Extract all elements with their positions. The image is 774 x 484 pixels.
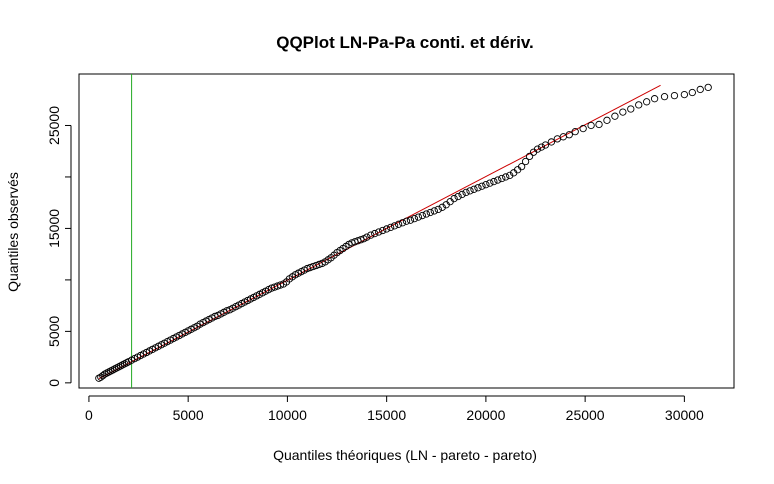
data-point: [688, 88, 696, 97]
data-point: [470, 185, 478, 193]
x-tick-label: 5000: [173, 407, 204, 423]
x-tick-label: 25000: [566, 407, 605, 423]
data-point: [406, 216, 415, 224]
x-tick-label: 10000: [268, 407, 307, 423]
data-point: [635, 101, 643, 109]
data-point: [371, 229, 379, 238]
y-tick-label: 15000: [46, 209, 62, 248]
data-point: [490, 177, 498, 186]
data-point: [363, 233, 371, 241]
x-tick-label: 30000: [665, 407, 704, 423]
data-point: [276, 281, 285, 289]
data-point: [357, 236, 365, 244]
x-axis: 0 5000 10000 15000 20000 25000 30000: [85, 395, 704, 423]
data-point: [386, 223, 395, 232]
data-point: [533, 145, 542, 153]
data-point: [603, 116, 611, 124]
y-tick-label: 0: [46, 379, 62, 387]
data-point: [650, 95, 659, 103]
data-point: [704, 83, 712, 92]
data-point: [379, 226, 387, 235]
y-tick-label: 5000: [46, 316, 62, 347]
data-point: [430, 207, 438, 215]
data-point: [426, 208, 434, 217]
data-point: [579, 124, 587, 133]
plot-frame: [78, 73, 735, 389]
data-point: [454, 192, 462, 201]
data-point: [474, 184, 482, 192]
data-point: [398, 219, 407, 227]
data-point: [660, 92, 669, 101]
data-point: [587, 121, 595, 130]
data-point: [643, 98, 651, 106]
x-tick-label: 0: [85, 407, 93, 423]
data-point: [434, 205, 442, 214]
data-point: [375, 228, 383, 236]
data-point: [494, 176, 502, 184]
data-point: [565, 131, 573, 139]
data-point: [438, 203, 446, 211]
data-point: [521, 157, 530, 166]
data-point: [390, 222, 399, 230]
data-point: [450, 194, 458, 203]
data-point: [367, 231, 375, 239]
data-point: [394, 220, 403, 228]
data-point: [680, 90, 689, 99]
data-point: [414, 213, 423, 221]
data-point: [611, 112, 619, 120]
data-point: [541, 141, 550, 149]
data-point: [506, 171, 514, 180]
data-point: [619, 108, 627, 116]
y-tick-label: 25000: [46, 106, 62, 145]
data-point: [458, 190, 466, 199]
data-point: [410, 214, 419, 223]
data-point: [211, 312, 219, 321]
data-point: [422, 210, 430, 218]
data-point: [502, 173, 510, 181]
data-point: [525, 152, 534, 161]
x-tick-label: 20000: [466, 407, 505, 423]
data-point: [498, 174, 506, 183]
data-point: [486, 179, 494, 187]
data-point: [462, 188, 470, 197]
data-point: [482, 181, 490, 189]
y-axis: 0 5000 15000 25000: [46, 106, 72, 387]
x-axis-label: Quantiles théoriques (LN - pareto - pare…: [273, 447, 537, 463]
data-point: [402, 217, 411, 225]
data-point: [696, 85, 704, 94]
data-point: [517, 163, 526, 171]
data-point: [383, 225, 391, 233]
data-point: [670, 91, 679, 100]
data-point: [595, 120, 603, 129]
data-point: [627, 105, 635, 113]
data-point: [571, 128, 579, 136]
data-point: [466, 187, 474, 195]
data-point: [99, 371, 107, 380]
data-point: [478, 182, 486, 190]
data-point: [547, 138, 556, 146]
data-point: [537, 143, 546, 151]
y-axis-label: Quantiles observés: [5, 172, 21, 292]
data-point: [418, 211, 427, 220]
data-point: [315, 260, 323, 269]
plot-area: [95, 74, 712, 388]
chart-title: QQPlot LN-Pa-Pa conti. et dériv.: [276, 33, 534, 52]
data-point: [223, 307, 231, 315]
x-tick-label: 15000: [367, 407, 406, 423]
